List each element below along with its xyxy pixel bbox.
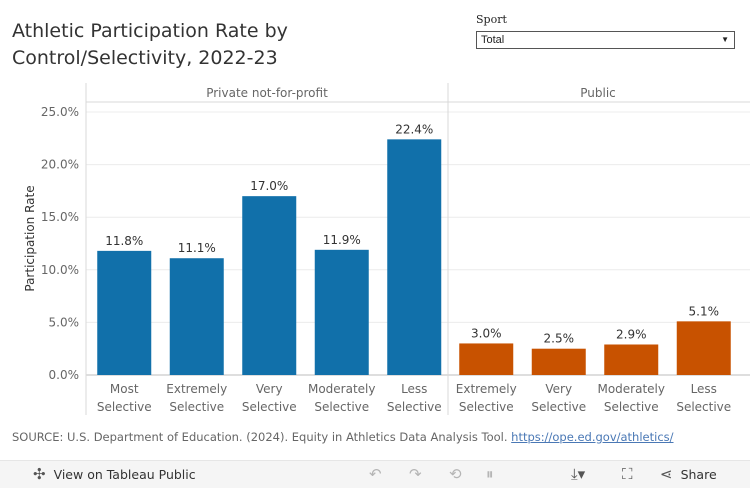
x-tick-label: Extremely — [456, 382, 517, 396]
x-tick-label: Selective — [314, 400, 369, 414]
x-tick-label: Selective — [387, 400, 442, 414]
x-tick-label: Selective — [169, 400, 224, 414]
x-tick-label: Most — [110, 382, 139, 396]
x-tick-label: Selective — [242, 400, 297, 414]
chevron-down-icon: ▼ — [721, 35, 729, 44]
sport-filter-dropdown[interactable]: Total ▼ — [476, 31, 735, 49]
sport-filter-value: Total — [481, 34, 505, 46]
bar — [531, 348, 586, 375]
panel-header: Public — [580, 86, 616, 100]
x-tick-label: Selective — [604, 400, 659, 414]
y-tick-label: 20.0% — [41, 158, 79, 172]
panel-header: Private not-for-profit — [206, 86, 328, 100]
bar — [676, 321, 731, 375]
x-tick-label: Selective — [459, 400, 514, 414]
share-button[interactable]: ⋖ Share — [660, 461, 717, 488]
pause-icon[interactable]: ⏸ — [486, 465, 494, 483]
y-axis-title: Participation Rate — [23, 185, 37, 291]
x-tick-label: Extremely — [166, 382, 227, 396]
chart-title: Athletic Participation Rate by Control/S… — [12, 20, 288, 69]
view-on-tableau-label: View on Tableau Public — [53, 467, 196, 482]
revert-icon[interactable]: ⟲ — [449, 465, 462, 483]
share-icon: ⋖ — [660, 465, 673, 483]
data-label: 5.1% — [689, 304, 720, 318]
y-tick-label: 25.0% — [41, 105, 79, 119]
x-tick-label: Less — [691, 382, 717, 396]
y-tick-label: 15.0% — [41, 210, 79, 224]
bar — [314, 249, 369, 375]
data-label: 11.1% — [178, 241, 216, 255]
x-tick-label: Very — [545, 382, 572, 396]
source-text: SOURCE: U.S. Department of Education. (2… — [12, 430, 512, 444]
fullscreen-icon[interactable]: ⛶ — [622, 465, 633, 483]
bar — [97, 250, 152, 375]
undo-icon[interactable]: ↶ — [369, 465, 382, 483]
download-icon[interactable]: ⤓▾ — [571, 465, 586, 483]
sport-filter-label: Sport — [476, 13, 507, 26]
data-label: 2.9% — [616, 327, 647, 341]
bar — [387, 139, 442, 375]
data-label: 2.5% — [544, 332, 575, 346]
x-tick-label: Very — [256, 382, 283, 396]
x-tick-label: Selective — [531, 400, 586, 414]
y-tick-label: 10.0% — [41, 263, 79, 277]
data-label: 17.0% — [250, 179, 288, 193]
bar — [604, 344, 659, 375]
y-tick-label: 0.0% — [49, 368, 80, 382]
bar-chart: 0.0% 5.0% 10.0% 15.0% 20.0% 25.0% Participatio… — [23, 83, 750, 415]
source-link[interactable]: https://ope.ed.gov/athletics/ — [511, 430, 674, 444]
tableau-logo-icon: ✣ — [33, 465, 46, 483]
source-note: SOURCE: U.S. Department of Education. (2… — [12, 430, 674, 444]
data-label: 11.8% — [105, 234, 143, 248]
x-tick-label: Less — [401, 382, 427, 396]
data-label: 22.4% — [395, 122, 433, 136]
redo-icon[interactable]: ↷ — [409, 465, 422, 483]
bar — [459, 343, 514, 375]
tableau-toolbar: ✣ View on Tableau Public ↶ ↷ ⟲ ⏸ ⤓▾ ⛶ ⋖ … — [0, 460, 750, 488]
x-tick-label: Selective — [676, 400, 731, 414]
data-label: 11.9% — [323, 233, 361, 247]
x-tick-label: Selective — [97, 400, 152, 414]
bar — [242, 196, 297, 375]
share-label: Share — [680, 467, 717, 482]
bar — [169, 258, 224, 375]
y-tick-label: 5.0% — [49, 315, 80, 329]
view-on-tableau-button[interactable]: ✣ View on Tableau Public — [33, 461, 196, 488]
data-label: 3.0% — [471, 326, 502, 340]
x-tick-label: Moderately — [597, 382, 665, 396]
x-tick-label: Moderately — [308, 382, 376, 396]
